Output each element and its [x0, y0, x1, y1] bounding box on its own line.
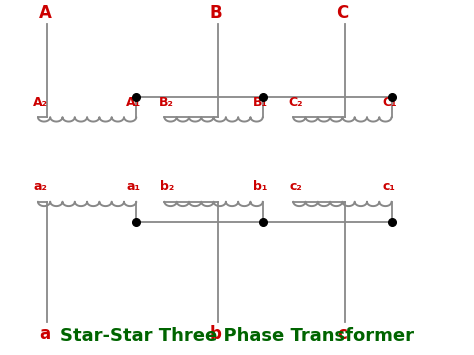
Text: c: c	[337, 325, 347, 343]
Text: C₁: C₁	[382, 95, 397, 109]
Text: b₂: b₂	[160, 180, 174, 193]
Text: c₂: c₂	[289, 180, 302, 193]
Text: c₁: c₁	[383, 180, 396, 193]
Text: B₁: B₁	[253, 95, 268, 109]
Text: A: A	[38, 4, 51, 22]
Text: A₁: A₁	[127, 95, 142, 109]
Text: b: b	[210, 325, 222, 343]
Text: a₂: a₂	[33, 180, 47, 193]
Text: B₂: B₂	[159, 95, 174, 109]
Text: C: C	[336, 4, 348, 22]
Text: C₂: C₂	[288, 95, 303, 109]
Text: b₁: b₁	[253, 180, 268, 193]
Text: a₁: a₁	[127, 180, 141, 193]
Text: A₂: A₂	[33, 95, 48, 109]
Text: Star-Star Three Phase Transformer: Star-Star Three Phase Transformer	[60, 327, 414, 345]
Text: B: B	[210, 4, 222, 22]
Text: a: a	[39, 325, 51, 343]
